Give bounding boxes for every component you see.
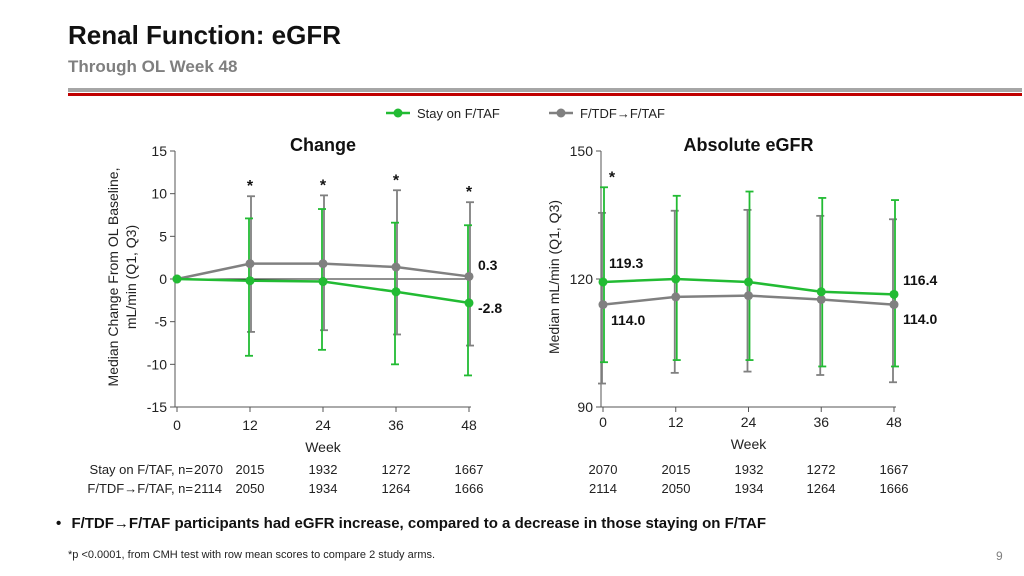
p1-x-tick-label: 12 <box>668 414 684 430</box>
n-value-absolute-panel: 2050 <box>662 481 691 496</box>
n-value-change-panel: 2114 <box>194 481 222 496</box>
p0-significance-asterisk: * <box>393 172 400 189</box>
p0-x-tick-label: 12 <box>242 417 258 433</box>
p0-x-axis-label: Week <box>305 439 342 455</box>
key-finding-bullet: • F/TDF→F/TAF participants had eGFR incr… <box>56 515 766 532</box>
p1-significance-asterisk: * <box>609 169 616 186</box>
n-value-change-panel: 1666 <box>455 481 484 496</box>
n-value-absolute-panel: 1934 <box>735 481 764 496</box>
p1-y-tick-label: 90 <box>577 399 593 415</box>
n-value-absolute-panel: 2114 <box>589 481 617 496</box>
p1-x-tick-label: 36 <box>813 414 829 430</box>
n-value-change-panel: 2070 <box>194 462 223 477</box>
n-value-absolute-panel: 1666 <box>880 481 909 496</box>
p1-panel-title: Absolute eGFR <box>683 135 813 155</box>
title-divider-red <box>68 93 1022 96</box>
p0-x-tick-label: 24 <box>315 417 331 433</box>
n-value-change-panel: 1934 <box>309 481 338 496</box>
p0-y-tick-label: -15 <box>147 399 167 415</box>
p1-switch-data-point <box>671 292 681 302</box>
n-value-absolute-panel: 1667 <box>880 462 909 477</box>
p0-panel-title: Change <box>290 135 356 155</box>
p1-stay-data-point <box>816 287 826 297</box>
p1-x-tick-label: 48 <box>886 414 902 430</box>
p1-switch-data-point <box>889 300 899 310</box>
page-number: 9 <box>996 549 1003 563</box>
p0-switch-data-point <box>245 259 255 269</box>
p0-y-axis-label-line-2: mL/min (Q1, Q3) <box>123 225 139 329</box>
p0-stay-data-point <box>245 276 255 286</box>
p1-switch-data-point <box>598 300 608 310</box>
title-divider-gray <box>68 88 1022 92</box>
legend-marker-0 <box>393 108 403 118</box>
n-value-change-panel: 2015 <box>236 462 265 477</box>
p1-stay-data-point <box>744 277 753 287</box>
legend-label-0: Stay on F/TAF <box>417 106 500 121</box>
p1-x-tick-label: 24 <box>741 414 757 430</box>
p1-x-axis-label: Week <box>731 436 768 452</box>
p1-stay-data-point <box>889 289 899 299</box>
n-value-absolute-panel: 2015 <box>662 462 691 477</box>
p0-significance-asterisk: * <box>320 177 327 194</box>
p0-significance-asterisk: * <box>247 178 254 195</box>
n-value-change-panel: 2050 <box>236 481 265 496</box>
p0-x-tick-label: 48 <box>461 417 477 433</box>
p0-switch-data-point <box>464 271 474 281</box>
n-row-label-0: Stay on F/TAF, n= <box>90 462 193 477</box>
p0-y-tick-label: 5 <box>159 228 167 244</box>
p1-y-axis-label: Median mL/min (Q1, Q3) <box>546 200 562 354</box>
p1-label-switch-start: 114.0 <box>611 312 645 328</box>
p0-y-tick-label: 10 <box>151 186 167 202</box>
p0-stay-data-point <box>172 274 182 284</box>
p0-switch-data-point <box>318 259 328 269</box>
p0-y-tick-label: -10 <box>147 356 167 372</box>
p0-y-axis-label-line-1: Median Change From OL Baseline, <box>105 168 121 387</box>
p1-label-switch-end: 114.0 <box>903 311 937 327</box>
bullet-marker: • <box>56 515 62 532</box>
n-value-absolute-panel: 2070 <box>589 462 618 477</box>
p0-end-label-switch: 0.3 <box>478 257 498 273</box>
legend-marker-1 <box>556 108 566 118</box>
p0-x-tick-label: 36 <box>388 417 404 433</box>
p0-stay-data-point <box>464 298 474 308</box>
key-finding-text: F/TDF→F/TAF participants had eGFR increa… <box>71 515 767 532</box>
p1-stay-data-point <box>671 274 681 284</box>
n-value-change-panel: 1264 <box>382 481 411 496</box>
n-value-change-panel: 1272 <box>382 462 411 477</box>
footnote: *p <0.0001, from CMH test with row mean … <box>68 549 436 561</box>
n-row-label-1: F/TDF→F/TAF, n= <box>87 481 193 496</box>
p0-significance-asterisk: * <box>466 184 473 201</box>
p0-stay-data-point <box>318 277 328 287</box>
p0-stay-data-point <box>391 287 401 297</box>
p1-y-tick-label: 150 <box>570 143 594 159</box>
p0-y-tick-label: 15 <box>151 143 167 159</box>
p1-switch-data-point <box>744 291 753 301</box>
slide-title: Renal Function: eGFR <box>68 20 341 50</box>
p1-label-stay-start: 119.3 <box>609 255 643 271</box>
p1-x-tick-label: 0 <box>599 414 607 430</box>
p1-y-tick-label: 120 <box>570 271 594 287</box>
n-value-change-panel: 1932 <box>309 462 338 477</box>
p1-stay-data-point <box>598 277 608 287</box>
p1-label-stay-end: 116.4 <box>903 272 937 288</box>
slide-subtitle: Through OL Week 48 <box>68 57 238 76</box>
legend-label-1: F/TDF→F/TAF <box>580 106 665 121</box>
p0-y-tick-label: -5 <box>155 314 168 330</box>
p0-end-label-stay: -2.8 <box>478 300 502 316</box>
n-value-absolute-panel: 1264 <box>807 481 836 496</box>
n-value-absolute-panel: 1932 <box>735 462 764 477</box>
n-value-change-panel: 1667 <box>455 462 484 477</box>
n-value-absolute-panel: 1272 <box>807 462 836 477</box>
p1-switch-data-point <box>816 294 826 304</box>
p0-x-tick-label: 0 <box>173 417 181 433</box>
p0-y-tick-label: 0 <box>159 271 167 287</box>
p0-switch-data-point <box>391 262 401 272</box>
